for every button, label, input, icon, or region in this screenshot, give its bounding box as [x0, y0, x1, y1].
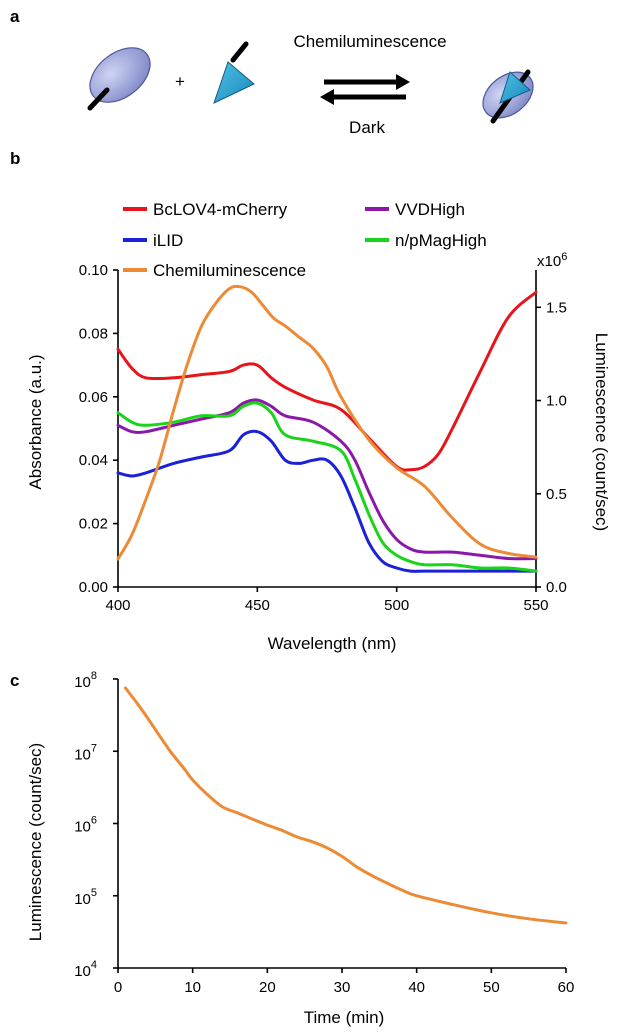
y-tick-label-c: 105 [74, 887, 97, 908]
panel-b-chart: b BcLOV4-mCherry iLID Chemiluminescence … [10, 149, 611, 653]
x-tick-label-c: 10 [184, 979, 201, 996]
y-tick-base-c: 10 [74, 891, 91, 908]
series-lines-b [116, 284, 538, 573]
legend-label-vvdhigh: VVDHigh [395, 200, 465, 219]
panel-label-b: b [10, 149, 20, 168]
y2-tick-label-b: 0.0 [546, 579, 567, 596]
y-tick-label-b: 0.00 [79, 579, 108, 596]
x-tick-label-c: 20 [259, 979, 276, 996]
oval-protein-icon [87, 47, 151, 111]
y-tick-base-c: 10 [74, 963, 91, 980]
x-tick-label-b: 400 [105, 597, 130, 614]
reverse-label: Dark [349, 118, 385, 137]
y-tick-base-c: 10 [74, 746, 91, 763]
y-tick-exponent-c: 5 [91, 887, 97, 899]
y-axis-label-c: Luminescence (count/sec) [26, 743, 45, 941]
legend-b: BcLOV4-mCherry iLID Chemiluminescence VV… [123, 200, 487, 280]
legend-label-ilid: iLID [153, 231, 183, 250]
series-lines-c [124, 686, 568, 925]
equilibrium-arrows-icon [320, 74, 410, 105]
panel-label-a: a [10, 7, 20, 26]
triangle-protein-icon [213, 41, 255, 104]
axes-c [117, 679, 566, 969]
y2-exponent-label: x106 [537, 251, 567, 270]
y-tick-label-c: 104 [74, 959, 97, 980]
plus-sign: + [175, 72, 185, 91]
y-tick-base-c: 10 [74, 819, 91, 836]
y2-tick-label-b: 0.5 [546, 486, 567, 503]
x-tick-label-c: 30 [334, 979, 351, 996]
line-luminescence-decay [124, 686, 568, 925]
y-tick-label-b: 0.04 [79, 452, 108, 469]
x-axis-label-c: Time (min) [304, 1008, 385, 1027]
x-tick-label-c: 50 [483, 979, 500, 996]
y-tick-label-c: 106 [74, 815, 97, 836]
y-tick-exponent-c: 7 [91, 742, 97, 754]
y2-tick-label-b: 1.5 [546, 299, 567, 316]
panel-a: a + Chemiluminescence Dark [10, 7, 534, 137]
ticks-b: 400 450 500 550 0.00 0.02 0.04 0.06 0.08 0.10 0.0 0… [79, 262, 567, 614]
y-tick-exponent-c: 8 [91, 670, 97, 682]
y2-exponent-sup: 6 [561, 251, 567, 263]
y-axis-label-b: Absorbance (a.u.) [26, 354, 45, 489]
x-tick-label-b: 550 [523, 597, 548, 614]
x-tick-label-c: 0 [114, 979, 122, 996]
line-vvdhigh [116, 398, 538, 561]
x-tick-label-c: 60 [558, 979, 575, 996]
protein-complex-icon [482, 69, 534, 124]
y2-axis-label-b: Luminescence (count/sec) [592, 333, 611, 531]
y-tick-label-c: 108 [74, 670, 97, 691]
y-tick-label-b: 0.06 [79, 389, 108, 406]
y-tick-label-b: 0.10 [79, 262, 108, 279]
legend-label-chemiluminescence: Chemiluminescence [153, 261, 306, 280]
y-tick-exponent-c: 6 [91, 815, 97, 827]
line-ilid [116, 429, 538, 573]
legend-label-bclov4: BcLOV4-mCherry [153, 200, 288, 219]
panel-label-c: c [10, 671, 19, 690]
x-tick-label-b: 500 [384, 597, 409, 614]
y-tick-base-c: 10 [74, 674, 91, 691]
axes-b [117, 270, 537, 588]
x-tick-label-b: 450 [245, 597, 270, 614]
y-tick-label-b: 0.08 [79, 325, 108, 342]
forward-label: Chemiluminescence [293, 32, 446, 51]
y2-exponent-base: x10 [537, 253, 561, 270]
axis-frame-c [117, 679, 566, 969]
axis-frame-b [117, 270, 537, 588]
y-tick-exponent-c: 4 [91, 959, 97, 971]
legend-label-npmaghigh: n/pMagHigh [395, 231, 487, 250]
x-axis-label-b: Wavelength (nm) [268, 634, 397, 653]
y-tick-label-c: 107 [74, 742, 97, 763]
y2-tick-label-b: 1.0 [546, 393, 567, 410]
x-tick-label-c: 40 [408, 979, 425, 996]
line-n-pmaghigh [116, 401, 538, 573]
y-tick-label-b: 0.02 [79, 516, 108, 533]
line-chemiluminescence [116, 284, 538, 561]
